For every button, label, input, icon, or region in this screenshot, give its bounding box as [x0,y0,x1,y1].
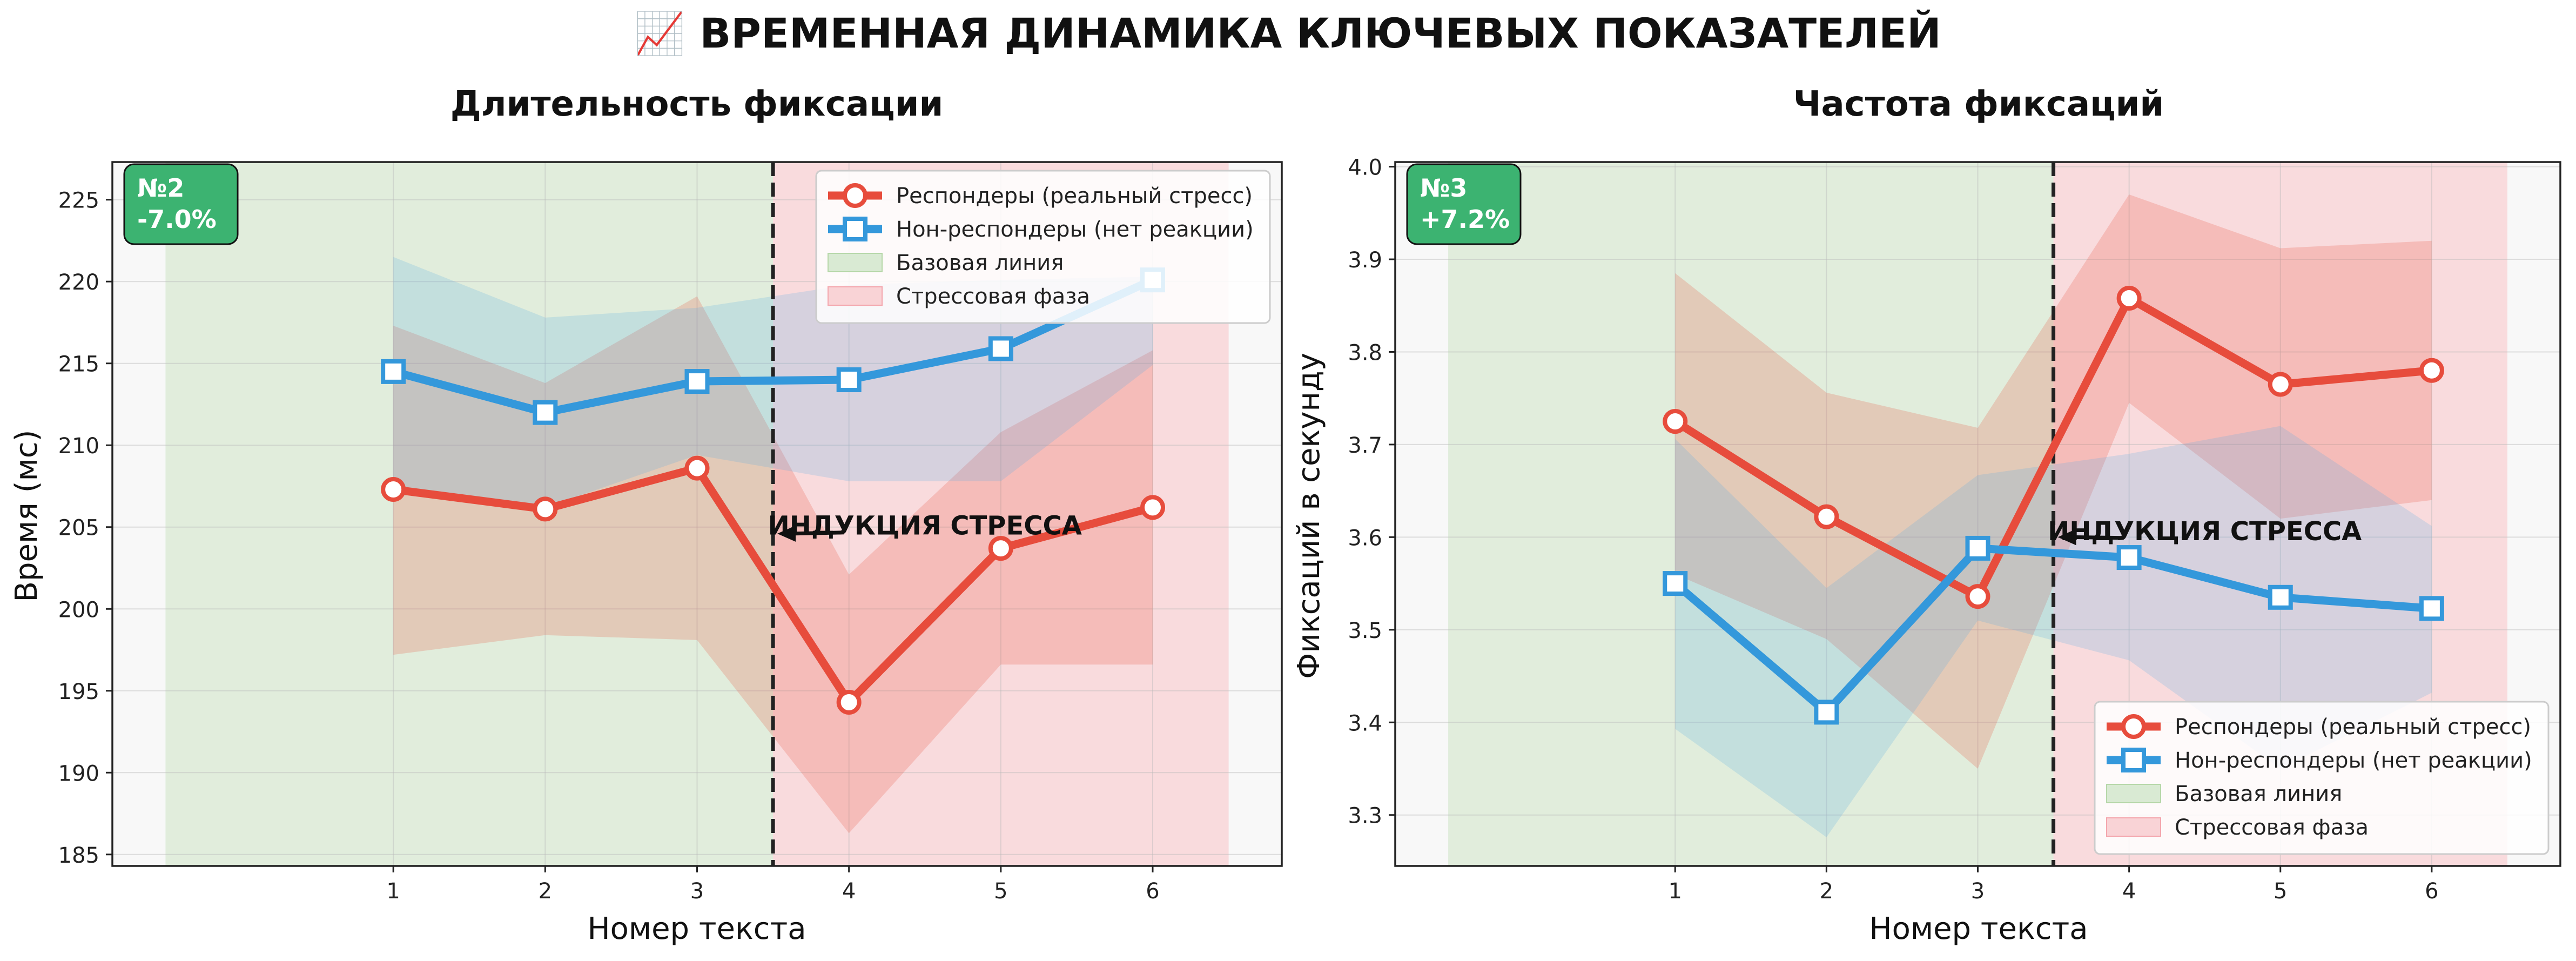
responders-point [684,455,710,481]
right-chart-panel: Частота фиксаций Номер текста Фиксаций в… [1292,84,2561,946]
responders-point [1965,584,1990,609]
annotation-label: ИНДУКЦИЯ СТРЕССА [2048,516,2362,547]
baseline-phase-span-legend-label: Базовая линия [896,251,1064,275]
nonresponders-point [2268,584,2293,610]
nonresponders-legend-marker [843,217,867,241]
change-badge [123,163,239,245]
annotation-arrowhead [2057,529,2076,546]
baseline-phase-span [1448,162,2054,866]
x-tick-label: 3 [690,879,704,904]
nonresponders-point [1965,535,1990,561]
responders-legend-label: Респондеры (реальный стресс) [2175,715,2531,740]
responders-line [389,464,1157,707]
stress-phase-span-legend-swatch [828,286,883,306]
baseline-phase-span-legend-swatch [828,253,883,272]
x-tick-label: 1 [386,879,400,904]
baseline-phase-span [165,162,774,866]
y-tick-label: 3.7 [1348,433,1382,458]
badge-number: №3 [1420,173,1467,203]
nonresponders-legend-marker [2121,748,2146,772]
y-tick-label: 3.3 [1348,804,1382,829]
responders-point [1663,409,1688,434]
nonresponders-legend-label: Нон-респондеры (нет реакции) [896,217,1254,242]
x-tick-label: 4 [2122,879,2136,904]
responders-point [533,496,558,522]
legend-box [2094,701,2550,855]
x-tick-label: 5 [994,879,1007,904]
y-tick-label: 195 [58,680,99,704]
y-tick-label: 4.0 [1348,156,1382,180]
x-axis-label: Номер текста [587,911,806,946]
y-tick-label: 3.5 [1348,619,1382,643]
responders-point [1140,495,1166,520]
y-tick-label: 3.4 [1348,711,1382,736]
chart-title: Длительность фиксации [450,84,944,124]
legend-box [815,170,1271,324]
change-badge [1406,163,1522,245]
y-tick-label: 215 [58,352,99,377]
x-tick-label: 5 [2274,879,2287,904]
x-axis-label: Номер текста [1869,911,2088,946]
responders-legend-label: Респондеры (реальный стресс) [896,184,1253,209]
x-tick-label: 1 [1669,879,1682,904]
badge-change: +7.2% [1420,205,1510,234]
nonresponders-point [836,367,862,393]
x-tick-label: 3 [1971,879,1985,904]
annotation-arrowhead [777,525,796,542]
annotation-arrow-line [791,530,844,536]
badge-change: -7.0% [137,205,217,234]
nonresponders-point [684,369,710,394]
stress-phase-span-legend-swatch [2106,817,2161,837]
y-tick-label: 3.9 [1348,248,1382,273]
plot-content [112,162,1282,866]
y-axis-label: Время (мс) [9,430,44,602]
nonresponders-point [988,336,1013,361]
stress-phase-span-legend-label: Стрессовая фаза [2175,815,2369,840]
responders-point [2116,286,2142,311]
y-tick-label: 190 [58,761,99,786]
x-tick-label: 4 [842,879,856,904]
stress-phase-span-legend-label: Стрессовая фаза [896,284,1090,309]
y-tick-label: 200 [58,597,99,622]
x-tick-label: 2 [539,879,552,904]
annotation-label: ИНДУКЦИЯ СТРЕССА [768,511,1082,541]
responders-point [2268,372,2293,397]
nonresponders-point [1663,571,1688,596]
x-tick-label: 2 [1820,879,1833,904]
baseline-phase-span-legend-label: Базовая линия [2175,782,2342,807]
nonresponders-point [1814,700,1839,725]
nonresponders-point [2419,596,2444,621]
responders-point [988,536,1013,561]
nonresponders-line [1671,544,2436,716]
y-tick-label: 220 [58,270,99,295]
responders-line [1671,294,2436,601]
responders-point [836,689,862,715]
badge-number: №2 [137,173,184,203]
y-tick-label: 185 [58,843,99,868]
chart-title: Частота фиксаций [1793,84,2164,124]
nonresponders-point [533,400,558,425]
responders-legend-marker [843,183,867,208]
y-tick-label: 3.8 [1348,340,1382,365]
y-tick-label: 225 [58,189,99,213]
nonresponders-legend-label: Нон-респондеры (нет реакции) [2175,748,2532,773]
y-axis-label: Фиксаций в секунду [1292,353,1327,679]
nonresponders-point [2116,545,2142,570]
baseline-phase-span-legend-swatch [2106,784,2161,803]
y-tick-label: 205 [58,516,99,541]
responders-point [381,477,406,502]
x-tick-label: 6 [1146,879,1159,904]
responders-point [2419,358,2444,383]
nonresponders-line [389,275,1157,417]
responders-point [1814,504,1839,529]
y-tick-label: 3.6 [1348,526,1382,550]
x-tick-label: 6 [2425,879,2438,904]
left-chart-panel: Длительность фиксации Номер текста Время… [9,84,1283,946]
responders-legend-marker [2121,714,2146,739]
figure-suptitle: 📈 ВРЕМЕННАЯ ДИНАМИКА КЛЮЧЕВЫХ ПОКАЗАТЕЛЕ… [634,9,1941,57]
y-tick-label: 210 [58,434,99,459]
nonresponders-point [381,359,406,384]
